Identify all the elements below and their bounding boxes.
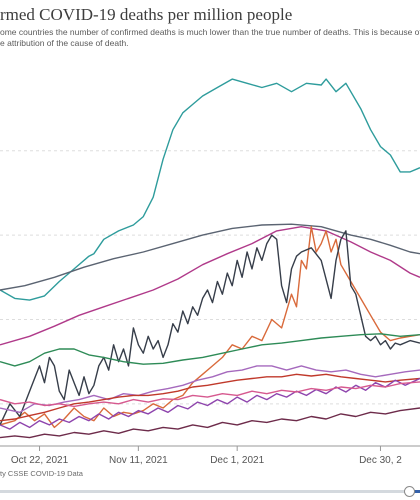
x-tick-label: Oct 22, 2021 xyxy=(11,455,69,466)
x-axis: Oct 22, 2021 Nov 11, 2021 Dec 1, 2021 Dec 3… xyxy=(0,445,420,466)
series-line-9[interactable] xyxy=(0,377,420,430)
series-line-11[interactable] xyxy=(0,381,420,408)
chart-subtitle-line-1: ome countries the number of confirmed de… xyxy=(0,27,420,37)
series-line-10[interactable] xyxy=(0,407,420,439)
series-line-2[interactable] xyxy=(0,223,420,291)
timeline-slider[interactable] xyxy=(0,486,420,498)
series-line-7[interactable] xyxy=(0,365,420,413)
line-chart: Oct 22, 2021 Nov 11, 2021 Dec 1, 2021 Dec 3… xyxy=(0,78,420,466)
source-note: ty CSSE COVID-19 Data xyxy=(0,469,83,478)
gridlines xyxy=(0,150,420,405)
series-lines xyxy=(0,78,420,439)
timeline-track[interactable] xyxy=(0,490,420,493)
series-line-3[interactable] xyxy=(0,225,420,346)
x-tick-label: Dec 1, 2021 xyxy=(210,455,264,466)
timeline-handle[interactable] xyxy=(404,486,415,497)
series-line-4[interactable] xyxy=(0,225,420,429)
chart-title: rmed COVID-19 deaths per million people xyxy=(0,5,293,24)
series-line-6[interactable] xyxy=(0,333,420,367)
x-tick-label: Dec 30, 2 xyxy=(359,455,402,466)
x-tick-label: Nov 11, 2021 xyxy=(109,455,168,466)
chart-subtitle-line-2: e attribution of the cause of death. xyxy=(0,38,129,48)
series-line-5[interactable] xyxy=(0,230,420,426)
series-line-1[interactable] xyxy=(0,78,420,301)
